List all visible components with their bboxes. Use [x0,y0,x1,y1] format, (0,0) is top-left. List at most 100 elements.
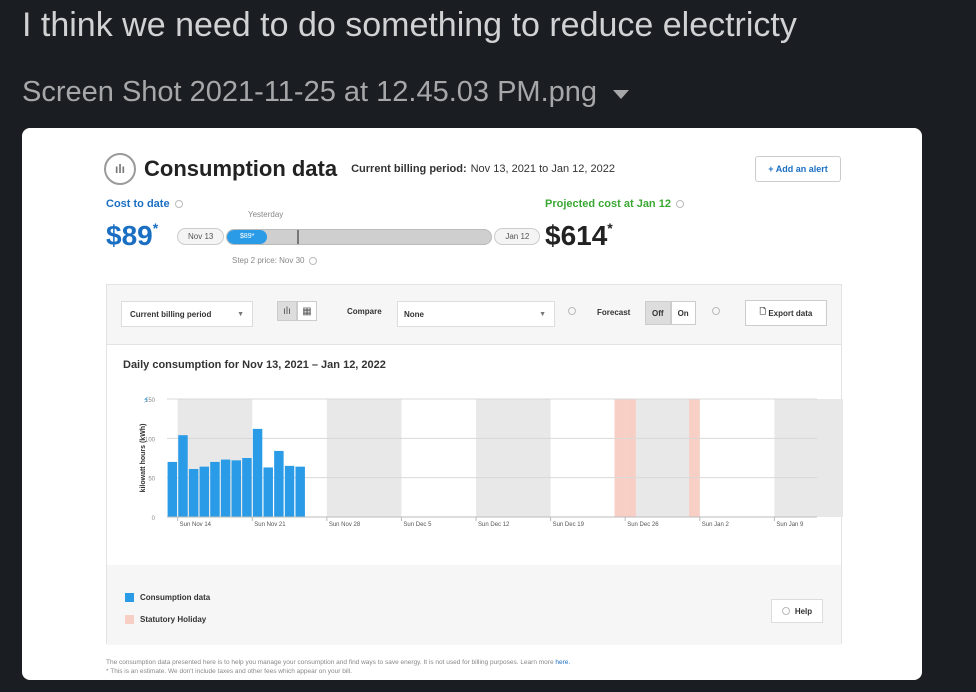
week-band [326,399,402,517]
x-tick-label: Sun Nov 14 [180,522,212,528]
view-toggle: ılı ▦ [277,301,317,321]
consumption-bar [252,428,263,517]
holiday-band [689,399,700,517]
consumption-chart: 0 50 100 150 kilowatt hours (kWh) ⚡ Sun Nov 14… [140,396,843,528]
cost-to-date-value: $89* [106,220,158,252]
progress-start: Nov 13 [177,228,225,245]
asterisk: * [152,220,159,236]
consumption-bar [178,435,188,517]
bar-chart-icon: ılı [104,153,136,185]
legend-holiday: Statutory Holiday [125,615,206,624]
billing-progress: Nov 13 $89* Jan 12 [177,228,541,245]
forecast-off-button[interactable]: Off [645,301,671,325]
compare-label: Compare [347,307,382,316]
asterisk: * [607,220,613,236]
consumption-bar [231,460,241,517]
footer-line-1: The consumption data presented here is t… [106,658,570,667]
x-tick-label: Sun Nov 21 [254,522,286,528]
x-tick-label: Sun Dec 19 [553,522,585,528]
progress-fill: $89* [227,229,267,244]
cost-to-date-label: Cost to date [106,198,183,210]
footer-text-1: The consumption data presented here is t… [106,659,554,666]
message-text: I think we need to do something to reduc… [22,6,797,44]
forecast-label: Forecast [597,308,631,317]
help-icon[interactable] [174,200,183,209]
chart-toolbar: Current billing period ▼ ılı ▦ Compare No… [107,285,841,345]
consumption-bar [199,466,210,517]
week-band [774,399,843,517]
help-label: Help [794,606,813,616]
table-view-button[interactable]: ▦ [297,301,317,321]
help-icon[interactable] [309,256,318,265]
footer-line-2: * This is an estimate. We don't include … [106,668,352,675]
chevron-down-icon: ▼ [237,310,244,318]
consumption-bar [274,450,284,517]
projected-cost-value: $614* [545,220,613,252]
holiday-band [614,399,626,517]
legend-consumption: Consumption data [125,593,210,602]
step2-text: Step 2 price: Nov 30 [232,256,305,265]
help-button[interactable]: Help [771,599,823,623]
consumption-panel: Current billing period ▼ ılı ▦ Compare No… [106,284,843,645]
lightning-icon: ⚡ [143,396,149,406]
progress-marker [297,229,300,244]
step2-price: Step 2 price: Nov 30 [232,256,318,265]
legend-swatch-blue [125,593,134,602]
y-tick-label: 100 [145,437,156,443]
week-band [476,399,551,517]
y-tick-label: 0 [152,516,156,522]
projected-label-text: Projected cost at Jan 12 [545,198,671,210]
consumption-bar [167,461,178,517]
consumption-bar [242,458,252,517]
x-tick-label: Sun Nov 28 [329,522,361,528]
compare-select[interactable]: None ▼ [397,301,555,327]
chevron-down-icon[interactable] [613,90,630,99]
legend-swatch-pink [125,615,134,624]
projected-cost-label: Projected cost at Jan 12 [545,198,684,210]
attachment-name[interactable]: Screen Shot 2021-11-25 at 12.45.03 PM.pn… [22,76,598,108]
attachment-filename[interactable]: Screen Shot 2021-11-25 at 12.45.03 PM.pn… [22,76,630,109]
consumption-bar [210,461,220,517]
forecast-toggle: Off On [645,301,696,325]
legend-consumption-label: Consumption data [140,593,211,602]
y-tick-label: 50 [148,477,155,483]
consumption-bar [284,465,295,517]
compare-value: None [404,309,424,319]
cost-to-date-label-text: Cost to date [106,198,170,210]
consumption-bar [263,467,273,517]
yesterday-marker: Yesterday [248,210,284,219]
y-axis-label: kilowatt hours (kWh) [140,424,147,493]
chevron-down-icon: ▼ [539,310,546,318]
progress-bar: $89* [226,228,493,245]
export-label: Export data [768,308,813,318]
period-select[interactable]: Current billing period ▼ [121,301,253,327]
x-tick-label: Sun Jan 2 [702,522,730,528]
chart-area: Daily consumption for Nov 13, 2021 – Jan… [107,345,843,565]
bar-chart-view-button[interactable]: ılı [277,301,297,321]
billing-period-label: Current billing period: [351,163,467,175]
billing-period: Nov 13, 2021 to Jan 12, 2022 [470,163,615,175]
holiday-band [625,399,636,517]
export-data-button[interactable]: 🗋 Export data [745,300,827,326]
consumption-bar [295,466,305,517]
period-select-value: Current billing period [130,309,212,319]
x-tick-label: Sun Dec 5 [403,522,432,528]
legend-holiday-label: Statutory Holiday [140,615,207,624]
chart-title: Daily consumption for Nov 13, 2021 – Jan… [123,359,386,371]
page-title: Consumption data [144,156,338,181]
help-icon[interactable] [568,307,576,315]
help-icon[interactable] [675,200,684,209]
help-icon[interactable] [712,307,720,315]
attachment-image[interactable]: ılı Consumption data Current billing per… [22,128,922,680]
chart-legend: Consumption data Statutory Holiday Help [107,565,841,645]
week-band [625,399,700,517]
page-header: ılı Consumption data Current billing per… [104,153,615,185]
x-tick-label: Sun Jan 9 [776,522,804,528]
add-alert-button[interactable]: + Add an alert [755,156,841,182]
forecast-on-button[interactable]: On [670,301,696,325]
consumption-bar [188,469,199,517]
document-icon: 🗋 [759,307,769,316]
learn-more-link[interactable]: here. [555,659,571,666]
y-tick-label: 150 [145,398,156,404]
help-icon [781,607,790,615]
